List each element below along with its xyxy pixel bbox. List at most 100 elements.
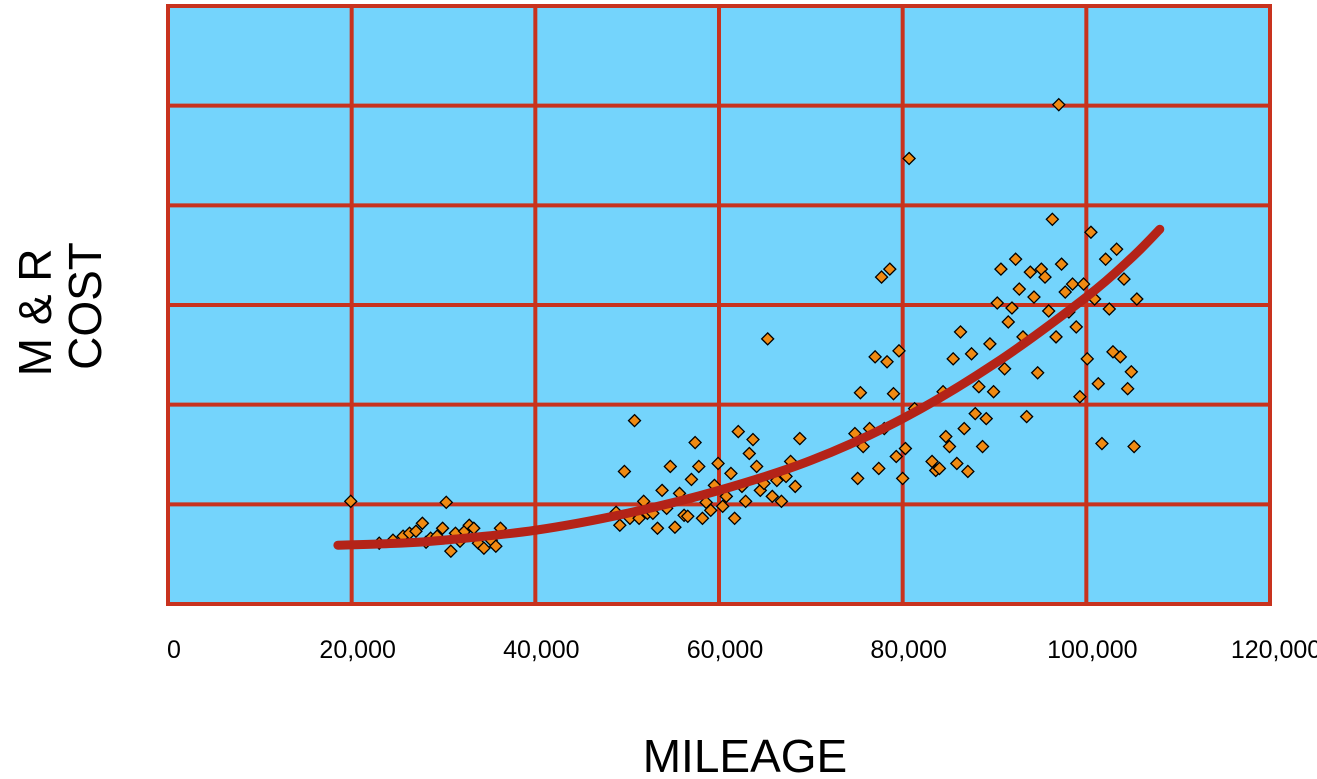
y-axis-label: M & R COST [9,236,111,377]
data-point-60 [760,331,775,346]
data-point-90 [938,429,953,444]
x-tick-label: 20,000 [319,636,395,664]
data-point-24 [612,518,627,533]
x-tick-label: 40,000 [503,636,579,664]
data-point-57 [749,459,764,474]
data-point-33 [655,483,669,498]
data-point-77 [880,354,894,369]
y-axis-label-line-1: M & R [9,249,61,377]
data-point-11 [439,495,454,510]
data-point-128 [1076,277,1091,291]
data-point-94 [953,324,968,339]
data-point-80 [889,449,904,464]
data-point-103 [986,384,1001,399]
x-tick-label: 60,000 [687,636,763,664]
data-point-143 [1129,292,1144,306]
data-point-93 [949,456,964,471]
data-point-140 [1120,381,1135,396]
data-point-79 [886,386,901,401]
data-point-121 [1051,97,1066,112]
data-point-137 [1109,242,1124,257]
data-point-88 [932,461,947,476]
data-point-52 [731,424,746,439]
y-axis-label-line-2: COST [59,242,111,370]
data-point-6 [415,516,430,531]
data-point-39 [680,509,695,524]
data-point-142 [1127,439,1142,454]
data-point-47 [711,456,726,471]
data-point-122 [1054,257,1069,272]
data-point-96 [960,464,975,479]
data-point-97 [964,346,979,361]
data-point-55 [742,446,757,461]
data-point-43 [695,511,710,526]
data-point-125 [1065,277,1080,291]
data-point-45 [703,503,718,518]
data-point-113 [1023,265,1038,280]
data-point-100 [975,439,990,454]
data-point-135 [1102,302,1117,316]
data-point-54 [738,494,753,509]
data-point-81 [892,343,906,358]
data-point-5 [409,524,423,539]
data-point-115 [1030,365,1045,380]
x-tick-label: 0 [167,636,181,664]
x-tick-labels: 0 20,000 40,000 60,000 80,000 100,000 120,000 [167,636,1317,664]
data-point-127 [1072,389,1087,404]
data-point-67 [792,431,807,446]
data-point-105 [994,262,1008,277]
data-point-141 [1124,364,1139,379]
data-point-112 [1019,409,1034,424]
data-point-107 [1001,315,1016,329]
data-point-70 [853,385,868,400]
data-point-84 [902,151,917,166]
data-point-66 [788,479,803,494]
data-point-27 [627,413,642,428]
data-point-32 [650,521,665,536]
data-point-74 [871,461,886,476]
data-point-114 [1027,290,1041,304]
data-point-110 [1012,282,1027,296]
data-point-120 [1049,329,1063,344]
data-point-10 [435,521,450,536]
data-point-73 [868,349,883,364]
x-tick-label: 80,000 [870,636,946,664]
data-point-50 [724,466,738,481]
data-point-92 [946,351,961,366]
data-point-129 [1080,351,1095,366]
data-point-12 [443,544,458,559]
data-point-83 [898,441,913,456]
data-point-69 [850,471,865,486]
trend-line [333,224,1165,550]
data-point-101 [979,411,994,426]
x-axis-label: MILEAGE [643,730,848,779]
data-point-133 [1095,436,1109,451]
data-point-42 [691,459,706,474]
data-point-119 [1045,212,1060,227]
data-point-82 [895,471,910,486]
data-point-134 [1098,252,1113,267]
data-point-108 [1005,301,1019,315]
data-points [343,97,1144,559]
x-tick-label: 120,000 [1231,636,1317,664]
data-point-132 [1091,376,1106,391]
data-point-99 [971,379,986,394]
data-point-19 [476,541,491,556]
data-point-98 [968,406,983,421]
data-point-109 [1008,252,1023,267]
data-point-117 [1038,270,1052,285]
data-point-91 [942,439,957,454]
data-point-63 [774,494,789,509]
data-point-102 [982,336,997,351]
data-point-51 [727,511,742,526]
data-point-75 [874,270,889,285]
data-point-56 [746,432,760,447]
data-point-126 [1069,320,1084,334]
plot-frame [166,4,1272,606]
data-point-139 [1117,272,1131,287]
data-point-21 [488,539,503,554]
data-point-25 [617,464,632,479]
data-point-106 [997,361,1012,376]
data-point-123 [1058,285,1073,299]
